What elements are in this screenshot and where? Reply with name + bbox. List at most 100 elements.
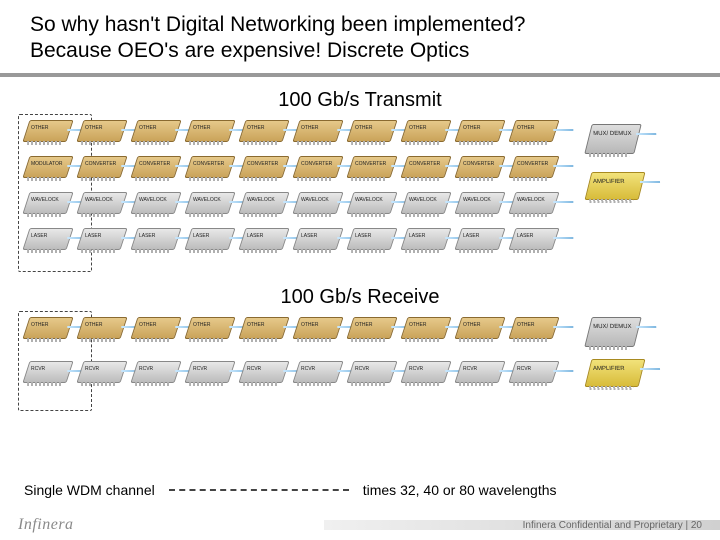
chip-label: RCVR <box>463 366 477 372</box>
chip-label: OTHER <box>409 322 427 328</box>
title-area: So why hasn't Digital Networking been im… <box>0 0 720 71</box>
chip-label: CONVERTER <box>517 161 548 167</box>
chip-label: LASER <box>517 233 533 239</box>
rcvr-chip: RCVR <box>292 361 343 383</box>
times-text: times 32, 40 or 80 wavelengths <box>363 482 557 498</box>
chip-label: OTHER <box>139 125 157 131</box>
chip-label: CONVERTER <box>139 161 170 167</box>
chip-label: MUX/ DEMUX <box>593 324 632 330</box>
chip-label: WAVELOCK <box>409 197 437 203</box>
wavelock-chip: WAVELOCK <box>22 192 73 214</box>
footer-annotation-row: Single WDM channel times 32, 40 or 80 wa… <box>24 482 696 498</box>
converter-chip: CONVERTER <box>400 156 451 178</box>
muxdemux-chip: MUX/ DEMUX <box>584 317 641 347</box>
converter-chip: CONVERTER <box>184 156 235 178</box>
chip-label: OTHER <box>85 322 103 328</box>
wavelock-chip: WAVELOCK <box>184 192 235 214</box>
converter-chip: CONVERTER <box>76 156 127 178</box>
other-chip: OTHER <box>76 120 127 142</box>
chip-label: OTHER <box>301 125 319 131</box>
rcvr-chip: RCVR <box>400 361 451 383</box>
chip-label: OTHER <box>247 125 265 131</box>
chip-label: AMPLIFIER <box>593 366 625 372</box>
chip-label: OTHER <box>409 125 427 131</box>
converter-chip: CONVERTER <box>238 156 289 178</box>
chip-label: OTHER <box>517 125 535 131</box>
dash-separator <box>169 489 349 491</box>
footer-text: Infinera Confidential and Proprietary <box>523 520 683 531</box>
rcvr-chip: RCVR <box>238 361 289 383</box>
other-chip: OTHER <box>454 120 505 142</box>
chip-label: WAVELOCK <box>301 197 329 203</box>
laser-chip: LASER <box>22 228 73 250</box>
other-chip: OTHER <box>400 120 451 142</box>
chip-label: LASER <box>139 233 155 239</box>
other-chip: OTHER <box>184 317 235 339</box>
other-chip: OTHER <box>238 120 289 142</box>
title-rule <box>0 73 720 77</box>
chip-label: MODULATOR <box>31 161 62 167</box>
chip-label: WAVELOCK <box>31 197 59 203</box>
rcvr-chip: RCVR <box>130 361 181 383</box>
wavelock-chip: WAVELOCK <box>76 192 127 214</box>
chip-label: OTHER <box>85 125 103 131</box>
laser-chip: LASER <box>130 228 181 250</box>
chip-label: WAVELOCK <box>85 197 113 203</box>
receive-board: OTHER RCVR OTHER RCVR OTHER RCVR OTHER RCVR OTHE… <box>20 315 700 410</box>
chip-label: OTHER <box>31 125 49 131</box>
other-chip: OTHER <box>238 317 289 339</box>
receive-label: 100 Gb/s Receive <box>0 286 720 309</box>
logo: Infinera <box>18 516 74 534</box>
wavelock-chip: WAVELOCK <box>292 192 343 214</box>
single-channel-caption: Single WDM channel <box>24 482 155 498</box>
chip-label: LASER <box>31 233 47 239</box>
rcvr-chip: RCVR <box>22 361 73 383</box>
other-chip: OTHER <box>400 317 451 339</box>
slide-title: So why hasn't Digital Networking been im… <box>30 12 690 65</box>
chip-label: OTHER <box>139 322 157 328</box>
converter-chip: CONVERTER <box>292 156 343 178</box>
chip-label: CONVERTER <box>85 161 116 167</box>
chip-label: OTHER <box>463 125 481 131</box>
chip-label: CONVERTER <box>193 161 224 167</box>
rcvr-chip: RCVR <box>346 361 397 383</box>
converter-chip: CONVERTER <box>508 156 559 178</box>
chip-label: LASER <box>463 233 479 239</box>
rcvr-chip: RCVR <box>454 361 505 383</box>
laser-chip: LASER <box>292 228 343 250</box>
wavelock-chip: WAVELOCK <box>238 192 289 214</box>
chip-label: WAVELOCK <box>463 197 491 203</box>
laser-chip: LASER <box>400 228 451 250</box>
laser-chip: LASER <box>508 228 559 250</box>
chip-label: WAVELOCK <box>139 197 167 203</box>
chip-label: CONVERTER <box>301 161 332 167</box>
chip-label: CONVERTER <box>463 161 494 167</box>
chip-label: OTHER <box>31 322 49 328</box>
other-chip: OTHER <box>292 120 343 142</box>
footer-confidential: Infinera Confidential and Proprietary | … <box>523 520 702 531</box>
laser-chip: LASER <box>346 228 397 250</box>
title-line-1: So why hasn't Digital Networking been im… <box>30 13 525 36</box>
rcvr-chip: RCVR <box>76 361 127 383</box>
chip-label: RCVR <box>301 366 315 372</box>
other-chip: OTHER <box>508 120 559 142</box>
chip-label: CONVERTER <box>355 161 386 167</box>
rcvr-chip: RCVR <box>508 361 559 383</box>
chip-label: RCVR <box>247 366 261 372</box>
other-chip: OTHER <box>76 317 127 339</box>
chip-label: LASER <box>355 233 371 239</box>
chip-label: OTHER <box>355 125 373 131</box>
converter-chip: CONVERTER <box>346 156 397 178</box>
chip-label: RCVR <box>409 366 423 372</box>
slide: So why hasn't Digital Networking been im… <box>0 0 720 540</box>
other-chip: OTHER <box>508 317 559 339</box>
converter-chip: CONVERTER <box>130 156 181 178</box>
chip-label: RCVR <box>85 366 99 372</box>
chip-label: RCVR <box>355 366 369 372</box>
wavelock-chip: WAVELOCK <box>508 192 559 214</box>
chip-label: RCVR <box>139 366 153 372</box>
other-chip: OTHER <box>346 120 397 142</box>
page-number: 20 <box>691 520 702 531</box>
muxdemux-chip: MUX/ DEMUX <box>584 124 641 154</box>
other-chip: OTHER <box>130 120 181 142</box>
